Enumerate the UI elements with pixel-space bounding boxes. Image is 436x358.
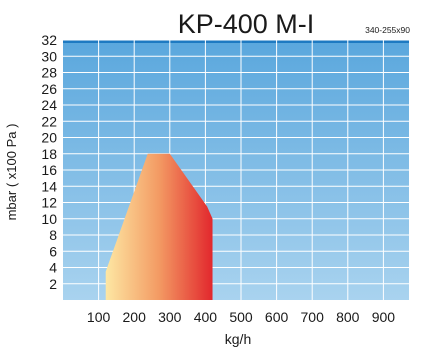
grid (63, 39, 409, 300)
series-area (105, 153, 213, 300)
y-tick-label: 20 (41, 130, 57, 146)
y-tick-label: 14 (41, 178, 57, 194)
y-tick-label: 18 (41, 146, 57, 162)
y-tick-label: 12 (41, 195, 57, 211)
plot-top-band (63, 40, 409, 43)
y-tick-label: 4 (49, 260, 57, 276)
x-tick-label: 700 (301, 309, 325, 325)
chart-subtitle: 340-255x90 (365, 25, 410, 35)
operating-range-area (105, 153, 213, 300)
x-axis-ticks: 100 200 300 400 500 600 700 800 900 (87, 309, 395, 325)
x-tick-label: 100 (87, 309, 111, 325)
y-tick-label: 28 (41, 65, 57, 81)
x-tick-label: 400 (194, 309, 218, 325)
x-tick-label: 300 (158, 309, 182, 325)
x-tick-label: 600 (265, 309, 289, 325)
y-tick-label: 10 (41, 211, 57, 227)
y-tick-label: 30 (41, 48, 57, 64)
y-tick-label: 8 (49, 227, 57, 243)
y-tick-label: 26 (41, 81, 57, 97)
x-tick-label: 800 (336, 309, 360, 325)
y-tick-label: 22 (41, 113, 57, 129)
x-tick-label: 500 (229, 309, 253, 325)
y-tick-label: 32 (41, 32, 57, 48)
x-tick-label: 200 (123, 309, 147, 325)
y-tick-label: 16 (41, 162, 57, 178)
x-tick-label: 900 (372, 309, 396, 325)
chart-title: KP-400 M-I (178, 9, 315, 39)
y-tick-label: 6 (49, 243, 57, 259)
y-tick-label: 24 (41, 97, 57, 113)
y-axis-label: mbar ( x100 Pa ) (4, 124, 19, 221)
x-axis-label: kg/h (225, 331, 251, 347)
y-tick-label: 2 (49, 276, 57, 292)
